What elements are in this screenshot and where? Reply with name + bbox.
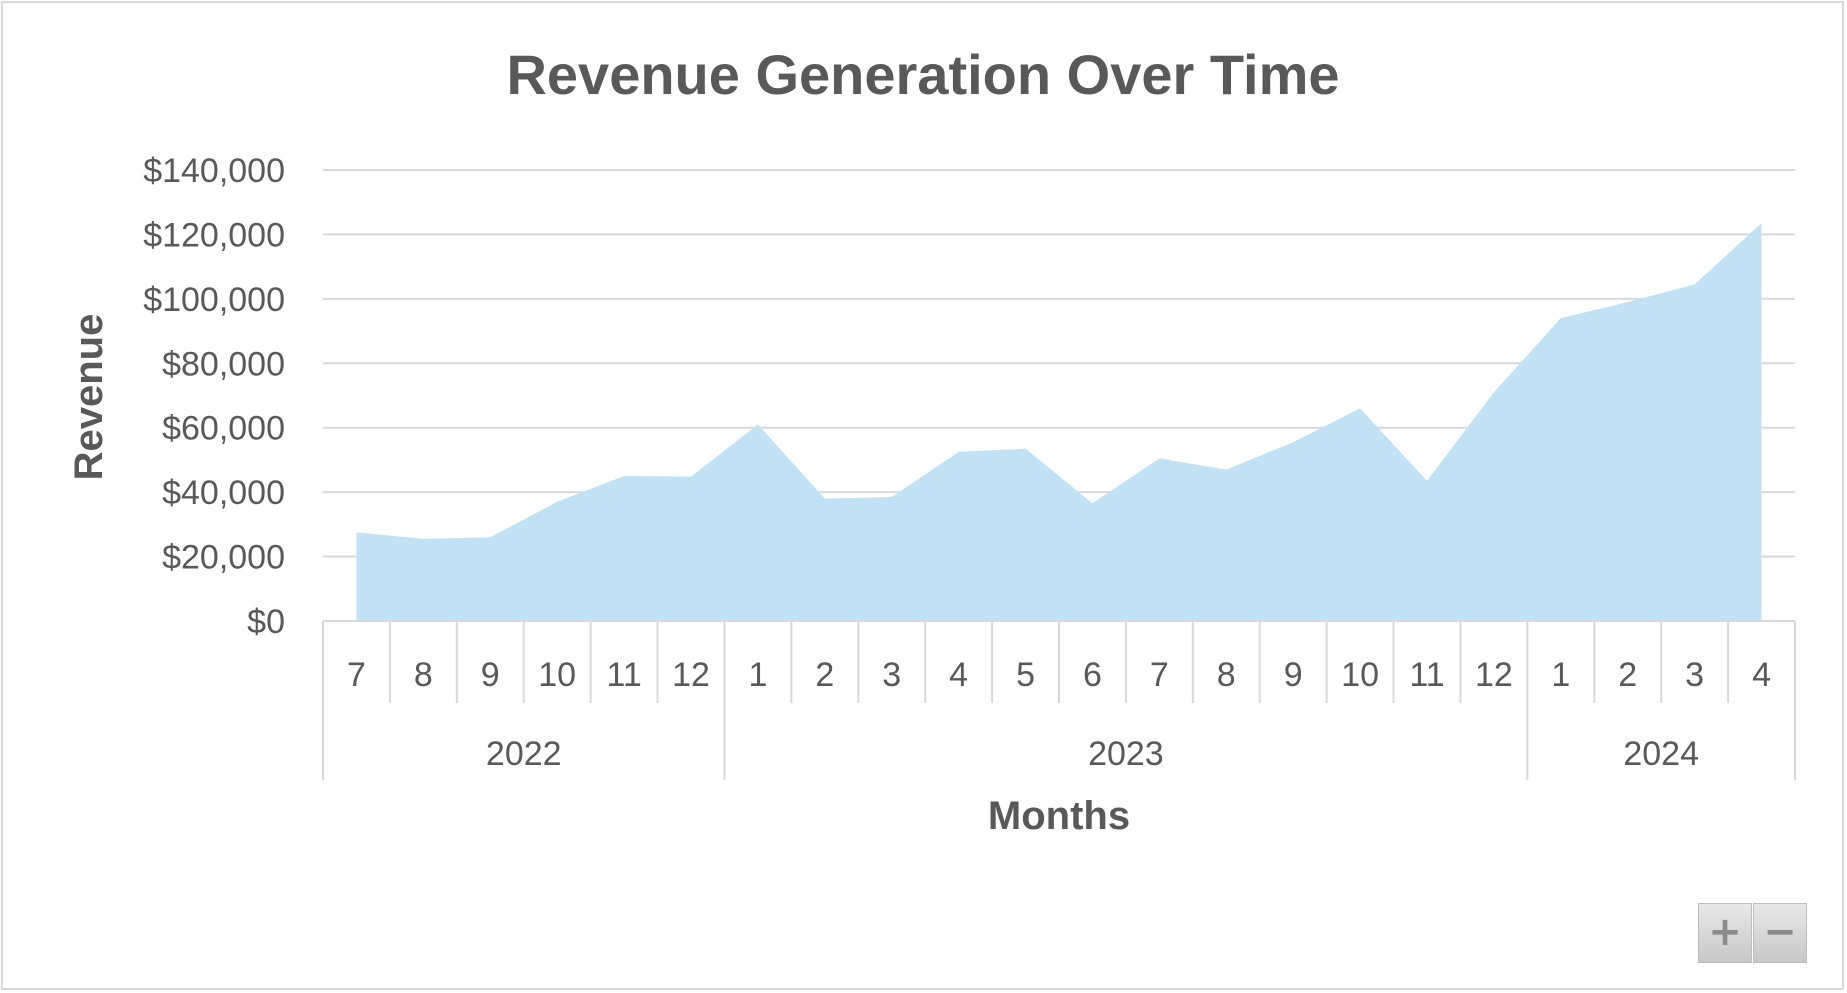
- x-tick-label: 4: [949, 656, 968, 694]
- y-tick-label: $20,000: [162, 539, 285, 577]
- x-tick-label: 11: [1409, 656, 1444, 694]
- x-tick-label: 8: [1217, 656, 1236, 694]
- y-tick-label: $100,000: [143, 281, 285, 319]
- x-tick-label: 6: [1083, 656, 1102, 694]
- x-tick-label: 5: [1016, 656, 1035, 694]
- area-fill: [356, 223, 1762, 621]
- x-tick-label: 9: [1284, 656, 1303, 694]
- x-axis-title: Months: [988, 794, 1130, 838]
- chart-title: Revenue Generation Over Time: [506, 43, 1339, 106]
- x-tick-label: 7: [347, 656, 366, 694]
- x-tick-label: 3: [1685, 656, 1704, 694]
- x-tick-label: 3: [882, 656, 901, 694]
- y-axis-ticks: $0 $20,000 $40,000 $60,000 $80,000 $100,000 $1…: [143, 152, 285, 641]
- x-tick-label: 9: [481, 656, 500, 694]
- x-tick-label: 11: [606, 656, 641, 694]
- area-series: [356, 223, 1762, 621]
- x-tick-label: 1: [748, 656, 767, 694]
- x-tick-label: 4: [1752, 656, 1771, 694]
- y-tick-label: $60,000: [162, 410, 285, 448]
- x-tick-label: 2: [815, 656, 834, 694]
- y-tick-label: $0: [247, 603, 285, 641]
- zoom-out-button[interactable]: −: [1753, 903, 1807, 963]
- x-tick-label: 8: [414, 656, 433, 694]
- y-tick-label: $120,000: [143, 216, 285, 254]
- x-tick-label: 7: [1150, 656, 1169, 694]
- x-tick-label: 12: [1475, 656, 1513, 694]
- y-tick-label: $40,000: [162, 474, 285, 512]
- x-tick-label: 1: [1551, 656, 1570, 694]
- x-year-label: 2024: [1623, 735, 1699, 773]
- x-tick-label: 12: [672, 656, 710, 694]
- y-tick-label: $80,000: [162, 345, 285, 383]
- x-year-label: 2023: [1088, 735, 1164, 773]
- y-tick-label: $140,000: [143, 152, 285, 190]
- x-tick-label: 2: [1618, 656, 1637, 694]
- zoom-in-button[interactable]: +: [1698, 903, 1752, 963]
- y-axis-title: Revenue: [67, 314, 111, 481]
- x-tick-label: 10: [1341, 656, 1379, 694]
- x-year-label: 2022: [486, 735, 562, 773]
- x-tick-label: 10: [538, 656, 576, 694]
